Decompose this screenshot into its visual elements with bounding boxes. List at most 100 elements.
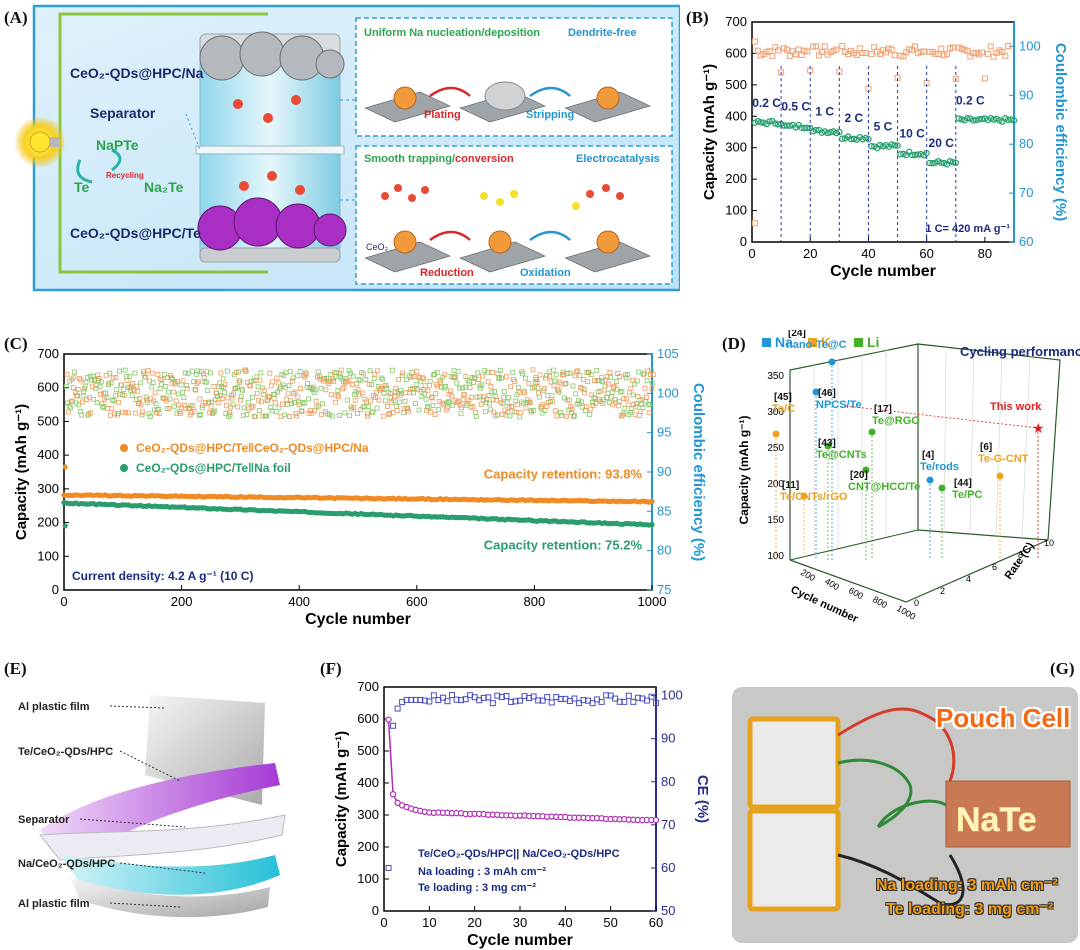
na2te-label: Na₂Te bbox=[144, 179, 184, 195]
ce-point bbox=[457, 402, 463, 408]
capacity-point bbox=[917, 150, 925, 158]
ce-point bbox=[266, 394, 272, 400]
capacity-point bbox=[972, 116, 980, 124]
ce-point bbox=[275, 380, 281, 386]
ce-point bbox=[257, 408, 262, 414]
ce-point bbox=[180, 389, 185, 395]
ce-point bbox=[445, 399, 451, 405]
ce-point bbox=[530, 693, 537, 700]
ce-point bbox=[79, 399, 85, 405]
ce-point bbox=[356, 377, 362, 382]
ce-point bbox=[313, 387, 318, 393]
ce-point bbox=[122, 367, 128, 373]
ce-point bbox=[367, 368, 373, 374]
point-ref: [4] bbox=[922, 450, 934, 461]
ce-point bbox=[177, 410, 183, 416]
capacity-point bbox=[975, 116, 983, 123]
layer-label: Al plastic film bbox=[18, 898, 90, 910]
na-anode-spheres bbox=[199, 31, 345, 81]
ce-point bbox=[470, 404, 476, 409]
rate-label: 0.2 C bbox=[752, 96, 781, 110]
ce-point bbox=[650, 380, 656, 386]
ce-point bbox=[795, 46, 802, 53]
capacity-point bbox=[1010, 117, 1018, 124]
ce-point bbox=[255, 384, 261, 390]
y-tick-label: 4 bbox=[966, 574, 971, 584]
ce-point bbox=[119, 382, 124, 388]
y-axis-label: Capacity (mAh g⁻¹) bbox=[701, 64, 718, 200]
ce-point bbox=[639, 401, 644, 407]
ce-point bbox=[775, 47, 782, 54]
capacity-point bbox=[900, 150, 907, 158]
ce-point bbox=[273, 400, 278, 406]
ce-point bbox=[369, 382, 374, 387]
ce-point bbox=[444, 698, 451, 705]
ce-point bbox=[194, 380, 200, 386]
ce-point bbox=[95, 372, 101, 378]
y-tick-label: 6 bbox=[992, 562, 997, 572]
y-tick-label: 500 bbox=[37, 413, 59, 428]
point-ref: [43] bbox=[818, 438, 836, 449]
x-tick-label: 0 bbox=[380, 915, 387, 930]
ce-point bbox=[370, 409, 376, 415]
ce-point bbox=[303, 371, 309, 377]
ce-point bbox=[608, 374, 614, 380]
z-axis-label: Capacity (mAh g⁻¹) bbox=[737, 415, 751, 524]
ce-point bbox=[196, 379, 201, 385]
ce-point bbox=[647, 402, 653, 408]
data-point bbox=[828, 358, 836, 366]
ce-point bbox=[617, 374, 623, 379]
ce-point bbox=[419, 375, 425, 381]
ce-point bbox=[331, 378, 337, 384]
ce-point bbox=[261, 388, 267, 394]
ce-point bbox=[630, 698, 637, 705]
y-tick-label: 0 bbox=[740, 234, 747, 249]
grid-line bbox=[969, 349, 975, 535]
x-tick-label: 50 bbox=[603, 915, 617, 930]
z-tick-label: 300 bbox=[767, 407, 784, 418]
ce-point bbox=[543, 373, 549, 379]
ce-point bbox=[175, 378, 180, 384]
capacity-point bbox=[783, 122, 791, 129]
ce-point bbox=[473, 409, 478, 415]
ce-point bbox=[72, 369, 78, 375]
chart-b: 0 20 40 60 80 0 100 200 300 400 500 600 700 60 70 80 90 1… bbox=[701, 14, 1069, 280]
ce-point bbox=[447, 388, 453, 394]
ce-point bbox=[438, 379, 443, 385]
ce-point bbox=[248, 378, 254, 384]
capacity-point bbox=[911, 151, 919, 159]
ce-point bbox=[444, 400, 450, 406]
ce-point bbox=[363, 376, 369, 382]
x-tick-label: 800 bbox=[871, 594, 889, 610]
stripping-arrow-icon bbox=[529, 86, 571, 98]
y2-tick-label: 80 bbox=[1019, 136, 1033, 151]
ce-point bbox=[425, 388, 431, 394]
ce-point bbox=[618, 389, 623, 395]
ce-point bbox=[150, 380, 156, 386]
y-tick-label: 200 bbox=[725, 171, 747, 186]
ce-point bbox=[952, 76, 959, 83]
grid-line bbox=[1021, 355, 1031, 539]
ce-point bbox=[783, 46, 790, 53]
ce-point bbox=[282, 412, 288, 418]
x-tick-label: 400 bbox=[823, 576, 841, 592]
y-tick-label: 0 bbox=[52, 582, 59, 597]
legend-text: Te/CeO₂-QDs/HPC|| Na/CeO₂-QDs/HPC bbox=[418, 848, 620, 860]
ce-point bbox=[365, 413, 371, 419]
panel-label: (C) bbox=[4, 334, 28, 353]
ce-point bbox=[109, 406, 115, 411]
y-tick-label: 600 bbox=[725, 45, 747, 60]
ce-point bbox=[124, 374, 129, 379]
ce-point bbox=[415, 374, 421, 380]
capacity-point bbox=[824, 129, 831, 137]
capacity-point bbox=[649, 498, 655, 504]
ce-point bbox=[493, 394, 499, 400]
ce-point bbox=[291, 391, 297, 396]
capacity-point bbox=[766, 118, 773, 125]
ce-point bbox=[501, 394, 506, 400]
x-tick-label: 800 bbox=[524, 594, 546, 609]
ce-point bbox=[552, 378, 558, 384]
rate-label: 20 C bbox=[929, 136, 955, 150]
ce-point bbox=[520, 371, 525, 377]
ce-point bbox=[68, 405, 73, 411]
